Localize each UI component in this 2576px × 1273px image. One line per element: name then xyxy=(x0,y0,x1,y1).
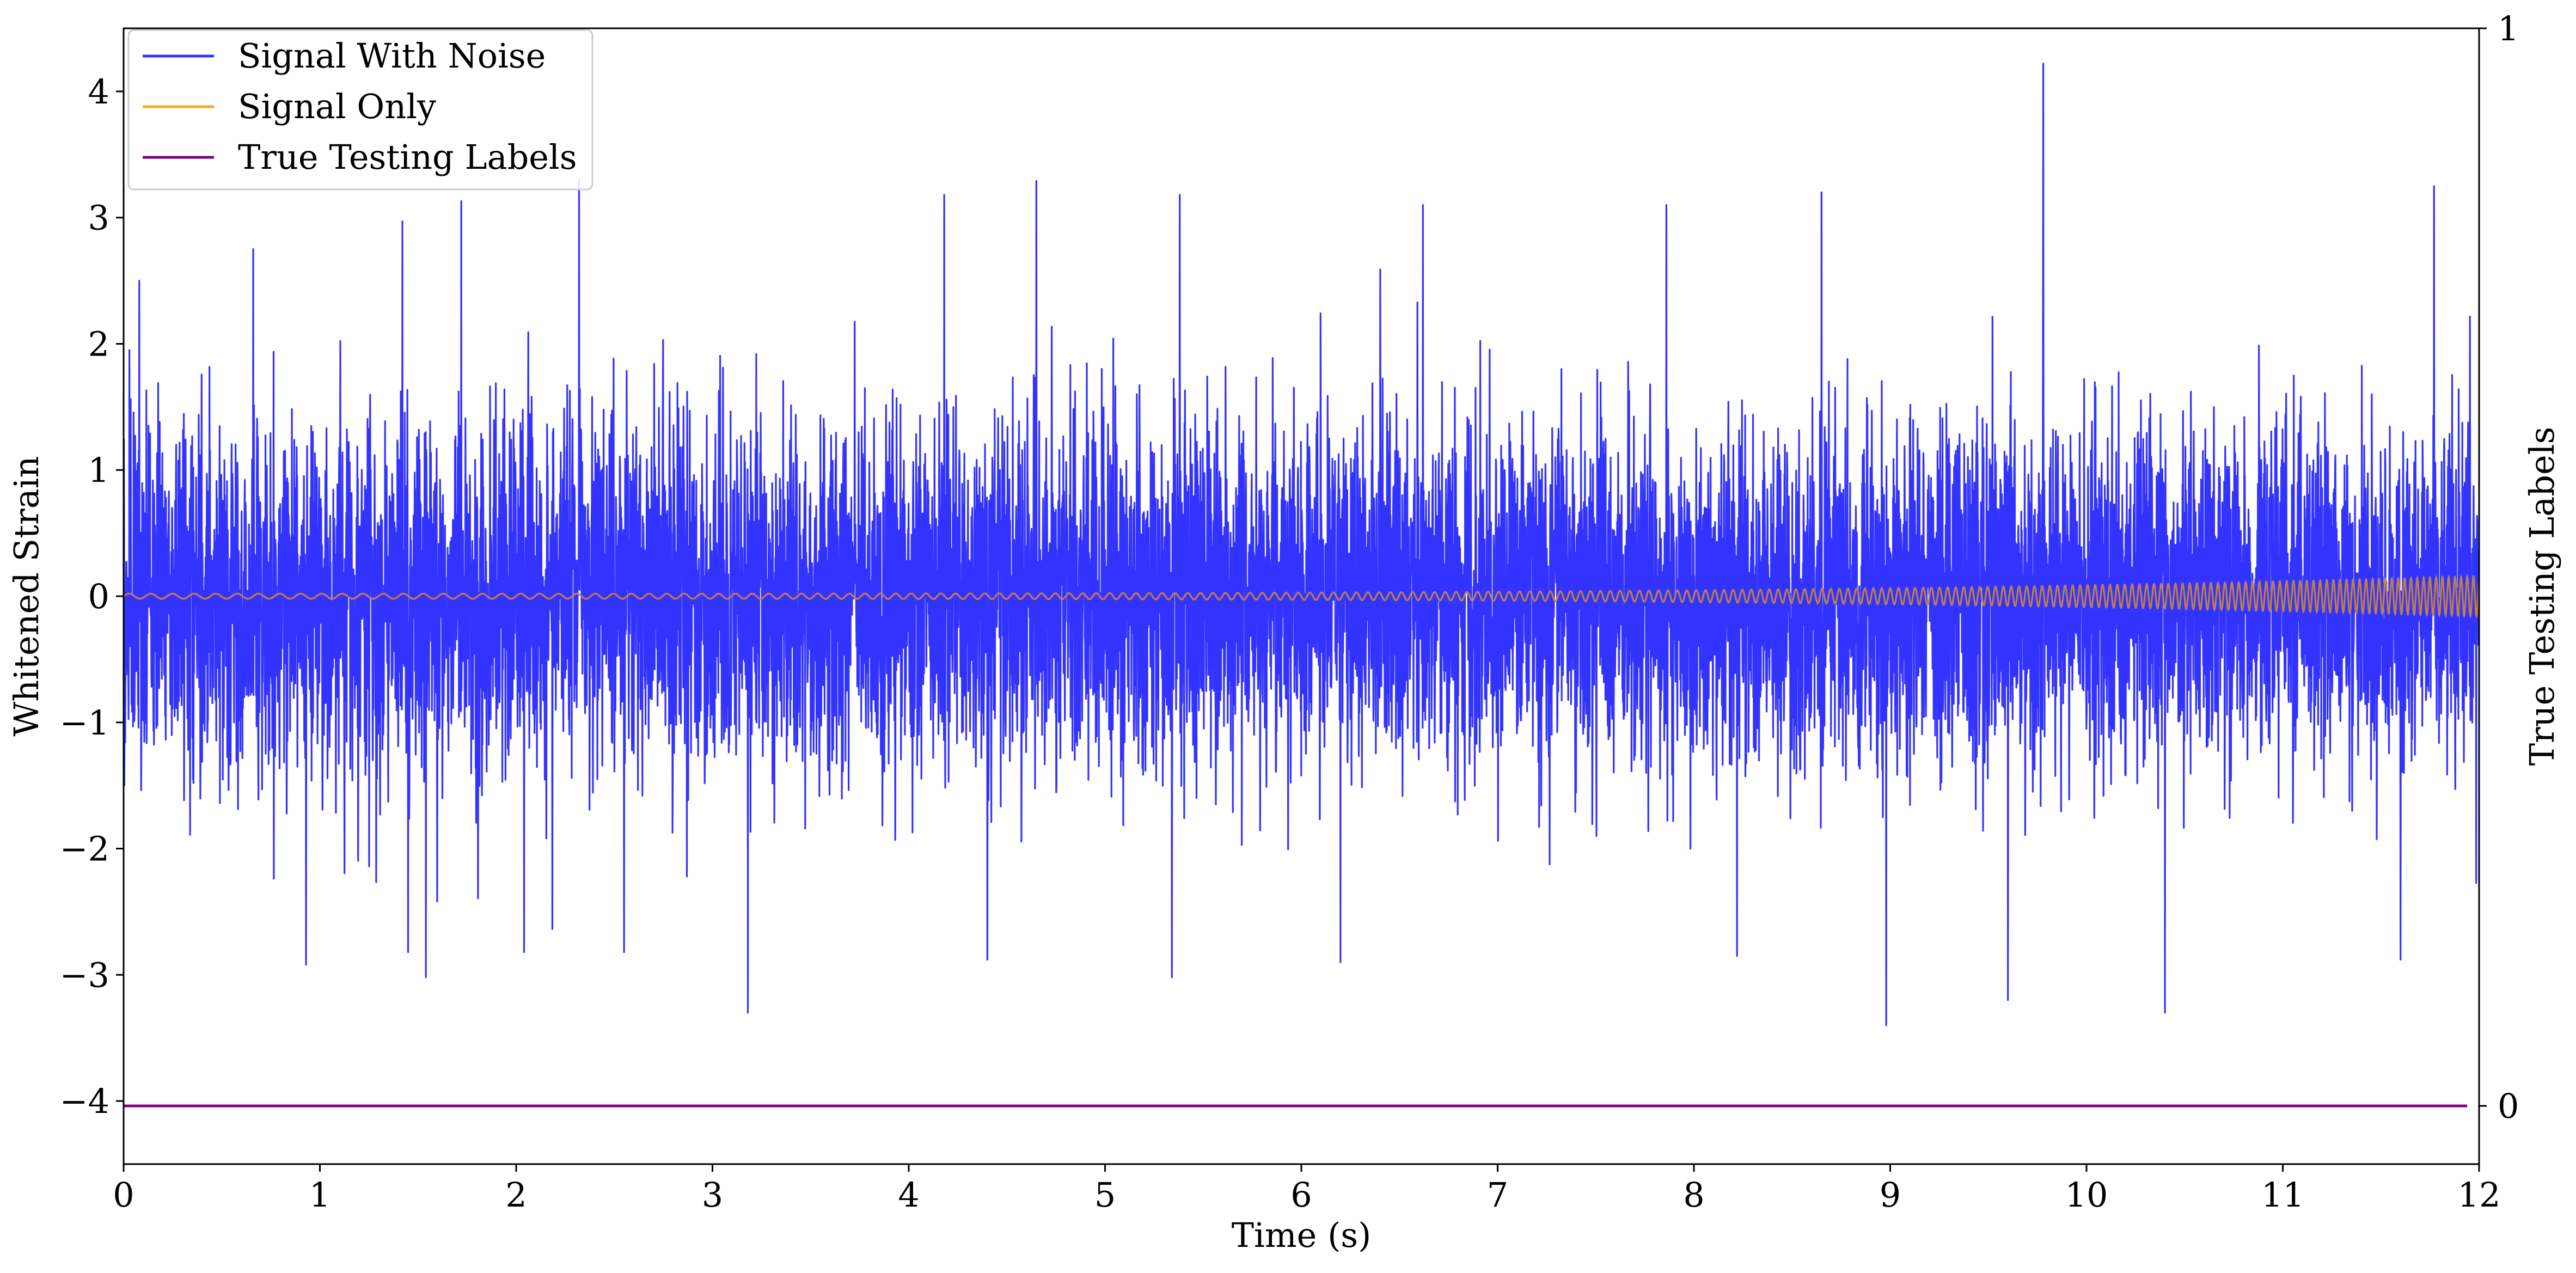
y-tick-label: 1 xyxy=(88,450,109,490)
x-tick-label: 7 xyxy=(1487,1175,1508,1215)
x-tick-label: 0 xyxy=(113,1175,134,1215)
x-tick-label: 8 xyxy=(1683,1175,1704,1215)
x-tick-label: 11 xyxy=(2261,1175,2304,1215)
x-tick-label: 5 xyxy=(1094,1175,1116,1215)
x-axis-label: Time (s) xyxy=(1232,1215,1372,1255)
y2-axis-label: True Testing Labels xyxy=(2522,427,2562,766)
x-tick-label: 6 xyxy=(1290,1175,1312,1215)
x-tick-label: 12 xyxy=(2458,1175,2501,1215)
x-tick-label: 9 xyxy=(1880,1175,1901,1215)
y-axis-label: Whitened Strain xyxy=(7,456,46,737)
y-tick-label: −2 xyxy=(60,829,109,869)
x-tick-label: 2 xyxy=(505,1175,527,1215)
series-signal-only xyxy=(124,574,2479,619)
legend-label-signal-only: Signal Only xyxy=(238,87,436,126)
legend: Signal With Noise Signal Only True Testi… xyxy=(127,29,593,191)
legend-label-signal-with-noise: Signal With Noise xyxy=(238,36,546,76)
y-axis-ticks: −4 −3 −2 −1 0 1 2 3 4 xyxy=(60,72,124,1121)
y2-axis-ticks: 01 xyxy=(2479,9,2519,1126)
y2-tick-label: 1 xyxy=(2498,9,2519,48)
y-tick-label: −1 xyxy=(60,703,109,743)
y-tick-label: 2 xyxy=(88,324,109,364)
series-layer xyxy=(124,63,2479,1107)
legend-box xyxy=(127,29,593,191)
x-axis-ticks: 0 1 2 3 4 5 6 7 8 9 10 11 12 xyxy=(113,1164,2500,1215)
y-tick-label: 4 xyxy=(88,72,109,112)
y-tick-label: −4 xyxy=(60,1081,109,1121)
y-tick-label: 0 xyxy=(88,577,109,616)
x-tick-label: 10 xyxy=(2065,1175,2108,1215)
y-tick-label: 3 xyxy=(88,198,109,238)
x-tick-label: 4 xyxy=(898,1175,919,1215)
x-tick-label: 1 xyxy=(309,1175,331,1215)
legend-label-true-testing-labels: True Testing Labels xyxy=(238,137,577,177)
x-tick-label: 3 xyxy=(702,1175,723,1215)
y2-tick-label: 0 xyxy=(2498,1086,2519,1126)
series-signal-with-noise xyxy=(124,63,2479,1026)
y-tick-label: −3 xyxy=(60,955,109,995)
